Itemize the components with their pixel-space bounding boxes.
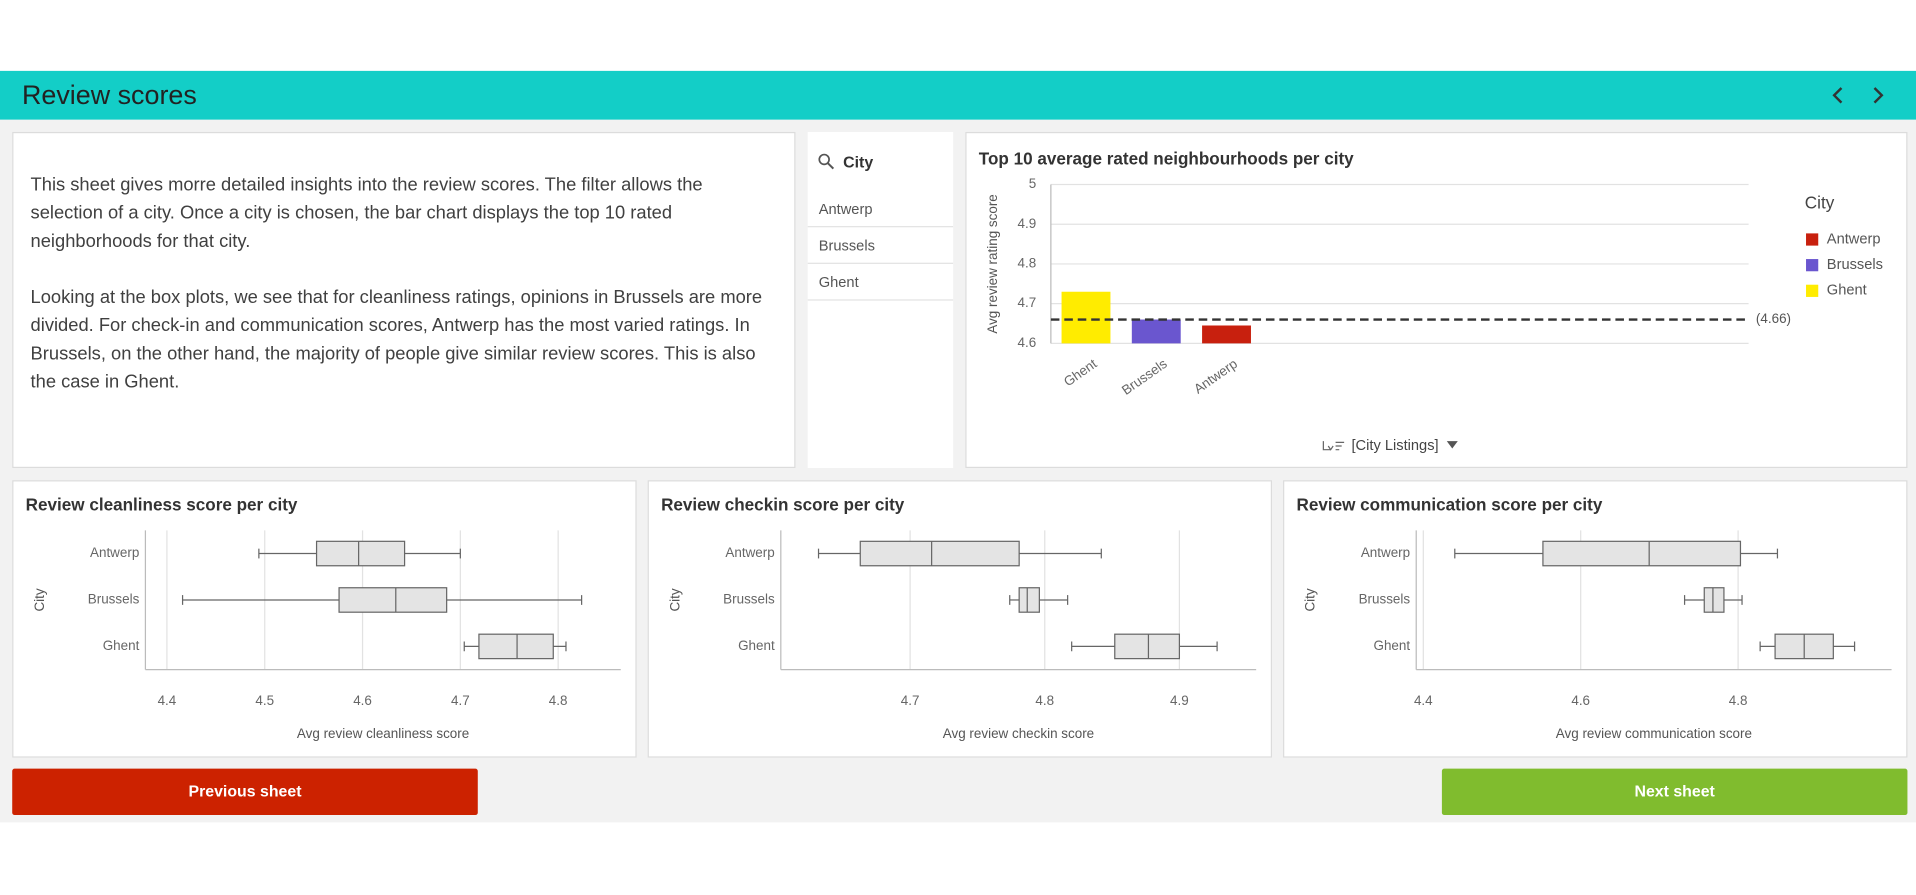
next-arrow[interactable] [1873,87,1884,104]
x-tick-label: Brussels [1119,356,1170,398]
x-axis-title: Avg review cleanliness score [297,726,469,741]
box [859,540,1020,567]
y-tick-label: 4.8 [1018,255,1037,270]
box [1114,633,1181,660]
bar-chart: Top 10 average rated neighbourhoods per … [965,131,1908,469]
chart-title: Review cleanliness score per city [26,495,298,514]
reference-label: (4.66) [1756,311,1791,326]
y-tick-label: 5 [1029,176,1036,191]
y-tick-label: Antwerp [1361,545,1410,560]
y-tick-label: Antwerp [90,545,139,560]
x-tick-label: 4.9 [1170,693,1189,708]
box [1703,587,1725,613]
y-tick-label: Brussels [723,592,775,607]
bar [1131,319,1181,344]
prev-arrow[interactable] [1832,87,1843,104]
x-tick-label: 4.4 [1414,693,1433,708]
next-button[interactable]: Next sheet [1441,768,1908,816]
x-tick-label: 4.8 [549,693,568,708]
chart-title: Review communication score per city [1296,495,1602,514]
x-tick-label: 4.6 [353,693,372,708]
box [1018,587,1040,613]
bar [1061,291,1111,344]
y-axis-title: City [1303,588,1318,611]
y-axis-title: City [667,588,682,611]
y-tick-label: Ghent [738,638,775,653]
y-tick-label: Ghent [1374,638,1411,653]
box [478,633,554,660]
x-tick-label: Antwerp [1191,356,1240,397]
chart-title: Top 10 average rated neighbourhoods per … [979,150,1354,169]
chart-title: Review checkin score per city [661,495,905,514]
filter-item[interactable]: Brussels [807,227,954,264]
x-tick-label: 4.8 [1729,693,1748,708]
bar [1202,325,1251,344]
legend-label: Antwerp [1827,231,1881,247]
legend-swatch [1806,233,1819,246]
filter-title[interactable]: City [843,152,874,172]
y-tick-label: Brussels [1359,592,1411,607]
y-tick-label: 4.7 [1018,295,1037,310]
legend-label: Brussels [1827,257,1883,273]
box-plot: Review checkin score per city City Avg rev… [647,480,1273,758]
x-tick-label: 4.8 [1035,693,1054,708]
sheet-navigation [1832,87,1884,104]
previous-button[interactable]: Previous sheet [12,768,478,816]
legend-label: Ghent [1827,283,1867,299]
y-tick-label: Antwerp [725,545,774,560]
x-axis-title: Avg review communication score [1556,726,1752,741]
box [315,540,406,567]
text-panel: This sheet gives morre detailed insights… [12,131,796,469]
box [1542,540,1742,567]
box-plot: Review cleanliness score per city City Avg… [12,480,637,758]
y-tick-label: Ghent [103,638,140,653]
dropdown-arrow [1446,441,1458,449]
header-bar: Review scores [0,70,1916,120]
x-tick-label: 4.5 [255,693,274,708]
y-axis-title: City [32,588,47,611]
search-icon [818,153,835,170]
y-tick-label: Brussels [88,592,140,607]
y-tick-label: 4.9 [1018,216,1037,231]
x-tick-label: 4.6 [1571,693,1590,708]
legend-swatch [1806,284,1819,297]
paragraph: This sheet gives morre detailed insights… [30,174,703,252]
dimension-selector[interactable]: [City Listings] [1351,438,1438,454]
filter-item[interactable]: Antwerp [807,191,954,228]
paragraph: Looking at the box plots, we see that fo… [30,287,763,393]
sheet-title: Review scores [21,79,197,110]
box [338,587,448,613]
y-axis-title: Avg review rating score [985,194,1000,333]
x-tick-label: Ghent [1061,356,1100,389]
filter-item[interactable]: Ghent [807,264,954,301]
x-axis-title: Avg review checkin score [943,726,1094,741]
y-tick-label: 4.6 [1018,335,1037,350]
legend-swatch [1806,259,1819,272]
legend-title: City [1805,194,1835,213]
filter-pane: City Antwerp Brussels Ghent [807,131,954,469]
x-tick-label: 4.7 [901,693,920,708]
sort-icon [1322,441,1345,451]
x-tick-label: 4.7 [451,693,470,708]
x-tick-label: 4.4 [158,693,177,708]
box-plot: Review communication score per city City A… [1283,480,1908,758]
